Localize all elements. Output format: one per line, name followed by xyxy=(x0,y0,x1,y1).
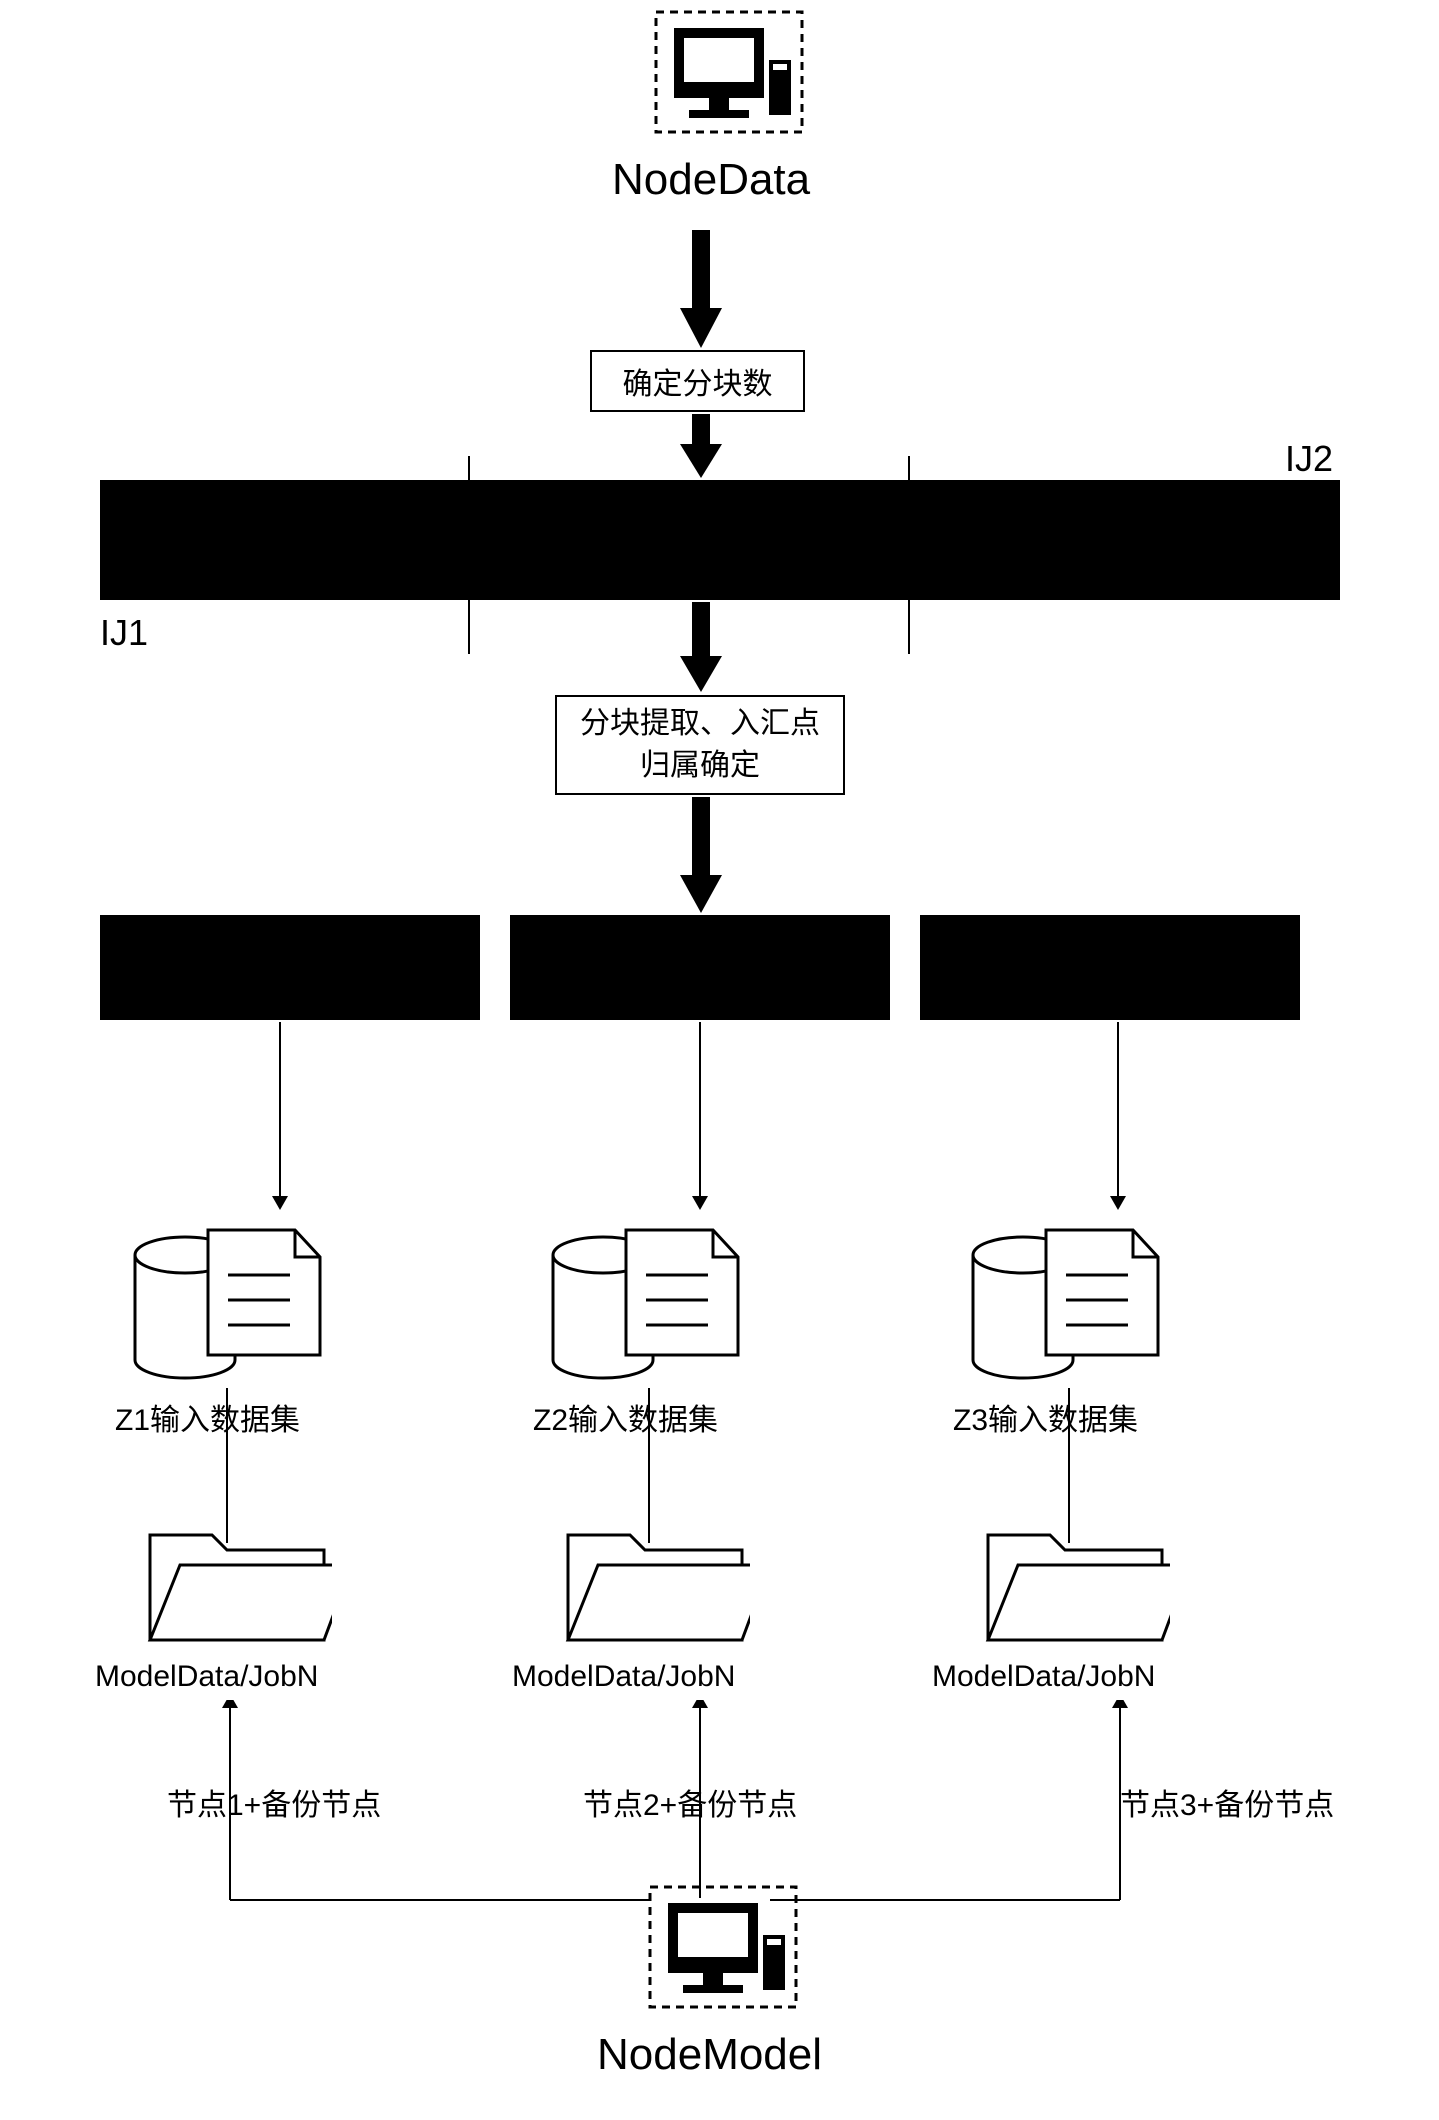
node-label-3: 节点3+备份节点 xyxy=(1120,1780,1334,1824)
folder-icon-1 xyxy=(142,1510,332,1650)
dataset-label-3: Z3输入数据集 xyxy=(953,1395,1138,1439)
folder-icon-2 xyxy=(560,1510,750,1650)
box-determine-blocks: 确定分块数 xyxy=(590,350,805,412)
nodemodel-label: NodeModel xyxy=(597,2030,822,2080)
nodedata-computer-icon xyxy=(654,10,809,145)
big-block-divider-1 xyxy=(468,456,470,654)
nodedata-label: NodeData xyxy=(612,155,810,205)
thin-arrow-db-2 xyxy=(690,1022,710,1210)
folder-icon-3 xyxy=(980,1510,1170,1650)
big-block xyxy=(100,480,1340,600)
nodemodel-computer-icon xyxy=(648,1885,803,2020)
arrow-down-4 xyxy=(680,797,722,913)
box-extract-line1: 分块提取、入汇点 xyxy=(580,703,820,745)
box-determine-blocks-label: 确定分块数 xyxy=(623,359,773,403)
thin-arrow-db-1 xyxy=(270,1022,290,1210)
ij1-label: IJ1 xyxy=(100,612,148,654)
node-label-1: 节点1+备份节点 xyxy=(167,1780,381,1824)
db-doc-icon-3 xyxy=(968,1215,1168,1390)
path-label-3: ModelData/JobN xyxy=(932,1660,1155,1694)
arrow-down-3 xyxy=(680,602,722,692)
path-label-2: ModelData/JobN xyxy=(512,1660,735,1694)
small-block-2 xyxy=(510,915,890,1020)
dataset-label-2: Z2输入数据集 xyxy=(533,1395,718,1439)
small-block-3 xyxy=(920,915,1300,1020)
dataset-label-1: Z1输入数据集 xyxy=(115,1395,300,1439)
db-doc-icon-2 xyxy=(548,1215,748,1390)
thin-arrow-db-3 xyxy=(1108,1022,1128,1210)
node-label-2: 节点2+备份节点 xyxy=(583,1780,797,1824)
arrow-down-1 xyxy=(680,230,722,348)
box-extract-assign: 分块提取、入汇点 归属确定 xyxy=(555,695,845,795)
db-doc-icon-1 xyxy=(130,1215,330,1390)
small-block-1 xyxy=(100,915,480,1020)
path-label-1: ModelData/JobN xyxy=(95,1660,318,1694)
box-extract-line2: 归属确定 xyxy=(640,745,760,787)
ij2-label: IJ2 xyxy=(1285,438,1333,480)
big-block-divider-2 xyxy=(908,456,910,654)
arrow-down-2 xyxy=(680,414,722,478)
